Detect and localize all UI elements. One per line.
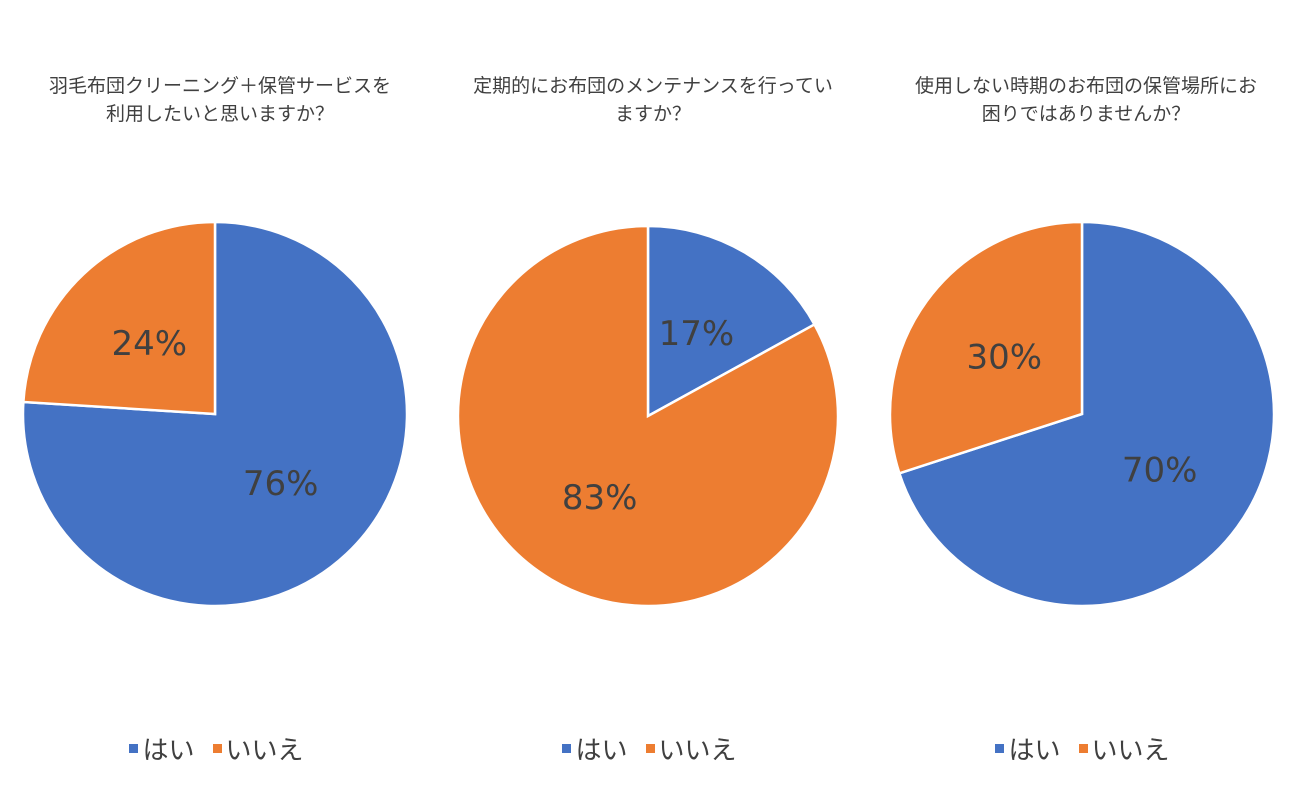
pie-slice-no — [888, 220, 1084, 475]
chart-title: 定期的にお布団のメンテナンスを行っていますか？ — [473, 75, 833, 125]
data-label-yes: 76% — [243, 464, 319, 504]
pie-slice-yes — [897, 220, 1276, 608]
legend-item-yes: はい — [129, 730, 195, 767]
legend: はい いいえ — [866, 730, 1299, 767]
legend-swatch-no — [645, 744, 655, 753]
legend-item-yes: はい — [995, 730, 1061, 767]
data-label-yes: 17% — [659, 314, 735, 354]
data-label-no: 24% — [111, 324, 187, 364]
legend-swatch-yes — [129, 744, 139, 753]
legend-item-no: いいえ — [645, 730, 737, 767]
pie-chart-3: 使用しない時期のお布団の保管場所にお困りではありませんか？ 70% 30% はい … — [866, 0, 1299, 800]
legend-label-no: いいえ — [225, 736, 304, 766]
pie-chart-1: 羽毛布団クリーニング＋保管サービスを利用したいと思いますか？ 76% 24% はい… — [0, 0, 433, 800]
pie-slice-yes — [21, 220, 409, 608]
legend-swatch-yes — [562, 744, 572, 753]
legend-label-no: いいえ — [1091, 736, 1170, 766]
legend-item-no: いいえ — [1078, 730, 1170, 767]
pie-chart-2: 定期的にお布団のメンテナンスを行っていますか？ 17% 83% はい いいえ — [433, 0, 866, 800]
legend-label-yes: はい — [142, 736, 195, 766]
pie-plot: 70% 30% — [888, 220, 1276, 608]
chart-title: 羽毛布団クリーニング＋保管サービスを利用したいと思いますか？ — [48, 75, 391, 125]
pie-slice-no — [22, 220, 217, 416]
pie-plot: 17% 83% — [456, 224, 840, 608]
legend-swatch-yes — [995, 744, 1005, 753]
legend-label-yes: はい — [575, 736, 628, 766]
data-label-no: 83% — [562, 478, 638, 518]
legend-swatch-no — [212, 744, 222, 753]
legend-swatch-no — [1078, 744, 1088, 753]
legend-item-no: いいえ — [212, 730, 304, 767]
pie-slice-yes — [646, 224, 817, 419]
legend-item-yes: はい — [562, 730, 628, 767]
legend-label-no: いいえ — [658, 736, 737, 766]
legend: はい いいえ — [433, 730, 866, 767]
data-label-yes: 70% — [1122, 450, 1198, 490]
data-label-no: 30% — [967, 338, 1043, 378]
legend-label-yes: はい — [1008, 736, 1061, 766]
chart-title: 使用しない時期のお布団の保管場所にお困りではありませんか？ — [914, 75, 1257, 125]
pie-plot: 76% 24% — [21, 220, 409, 608]
pie-slice-no — [456, 224, 840, 608]
legend: はい いいえ — [0, 730, 433, 767]
